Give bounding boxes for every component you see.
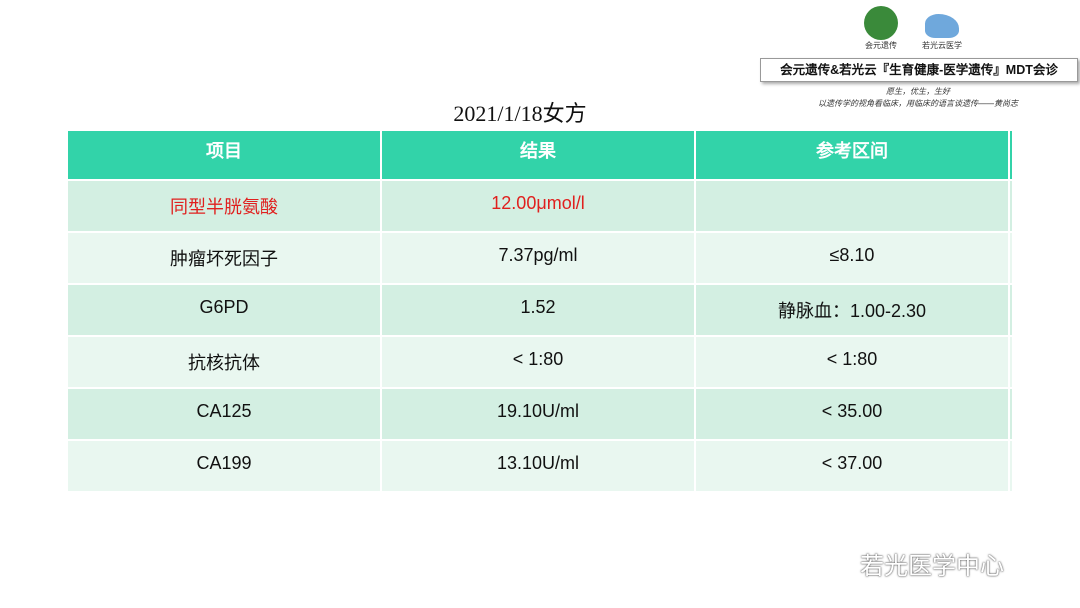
header-row: 项目 结果 参考区间 [68,131,1012,181]
slogan: 以遗传学的视角看临床，用临床的语言谈遗传——黄尚志 [818,99,1018,108]
header-cell: 参考区间 [696,131,1010,179]
header-cell: 结果 [382,131,696,179]
logo-right-icon [925,14,959,38]
table-cell: G6PD [68,285,382,335]
table-cell [696,181,1010,231]
header-cell: 项目 [68,131,382,179]
table-cell: < 1:80 [382,337,696,387]
table-row: 肿瘤坏死因子 7.37pg/ml ≤8.10 [68,233,1012,285]
table-cell: < 1:80 [696,337,1010,387]
table-cell: CA125 [68,389,382,439]
banner: 会元遗传&若光云『生育健康-医学遗传』MDT会诊 [760,58,1078,82]
logo-left-icon [864,6,898,40]
table-row: G6PD 1.52 静脉血：1.00-2.30 [68,285,1012,337]
table-cell: < 35.00 [696,389,1010,439]
table-cell: 19.10U/ml [382,389,696,439]
table-cell: < 37.00 [696,441,1010,491]
table-row: 同型半胱氨酸 12.00μmol/l [68,181,1012,233]
logo-left-text: 会元遗传 [865,41,897,50]
table-cell: 抗核抗体 [68,337,382,387]
table-cell: CA199 [68,441,382,491]
table-cell: 同型半胱氨酸 [68,181,382,231]
table-cell: ≤8.10 [696,233,1010,283]
table: 项目 结果 参考区间 同型半胱氨酸 12.00μmol/l 肿瘤坏死因子 7.37pg/ml… [68,131,1012,493]
table-row: CA199 13.10U/ml < 37.00 [68,441,1012,493]
table-row: 抗核抗体 < 1:80 < 1:80 [68,337,1012,389]
logo-right-text: 若光云医学 [922,41,962,50]
table-cell: 静脉血：1.00-2.30 [696,285,1010,335]
table-cell: 13.10U/ml [382,441,696,491]
table-cell: 1.52 [382,285,696,335]
title: 2021/1/18女方 [453,101,587,126]
table-cell: 7.37pg/ml [382,233,696,283]
table-row: CA125 19.10U/ml < 35.00 [68,389,1012,441]
table-cell: 肿瘤坏死因子 [68,233,382,283]
slogan: 愿生，优生，生好 [886,87,950,96]
watermark: 若光医学中心 [860,553,1004,580]
table-cell: 12.00μmol/l [382,181,696,231]
